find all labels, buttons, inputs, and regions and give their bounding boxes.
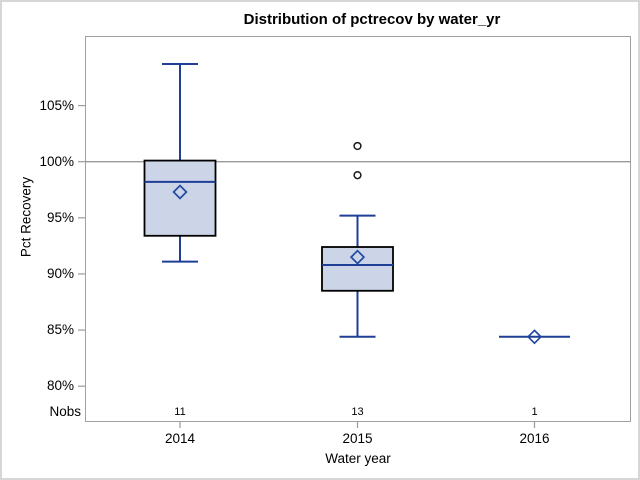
y-tick-label: 90%: [46, 265, 74, 281]
x-category-label: 2016: [519, 431, 550, 446]
y-tick-label: 95%: [46, 209, 74, 225]
nobs-value: 11: [174, 406, 186, 418]
chart-title: Distribution of pctrecov by water_yr: [243, 11, 501, 28]
mean-diamond-marker: [526, 329, 543, 345]
y-tick-label: 80%: [46, 378, 74, 394]
outlier-point: [353, 171, 362, 180]
nobs-value: 1: [531, 406, 538, 418]
iqr-box: [321, 246, 394, 292]
outlier-point: [353, 141, 362, 151]
x-axis-title: Water year: [325, 451, 391, 466]
nobs-value: 13: [351, 406, 364, 418]
y-tick-label: 85%: [46, 322, 74, 338]
mean-diamond-marker: [172, 184, 188, 200]
y-tick-label: 100%: [39, 153, 74, 169]
x-category-label: 2015: [342, 431, 373, 446]
x-category-label: 2014: [164, 431, 196, 446]
nobs-header-label: Nobs: [49, 404, 81, 419]
y-tick-label: 105%: [39, 97, 74, 113]
mean-diamond-marker: [349, 249, 366, 265]
